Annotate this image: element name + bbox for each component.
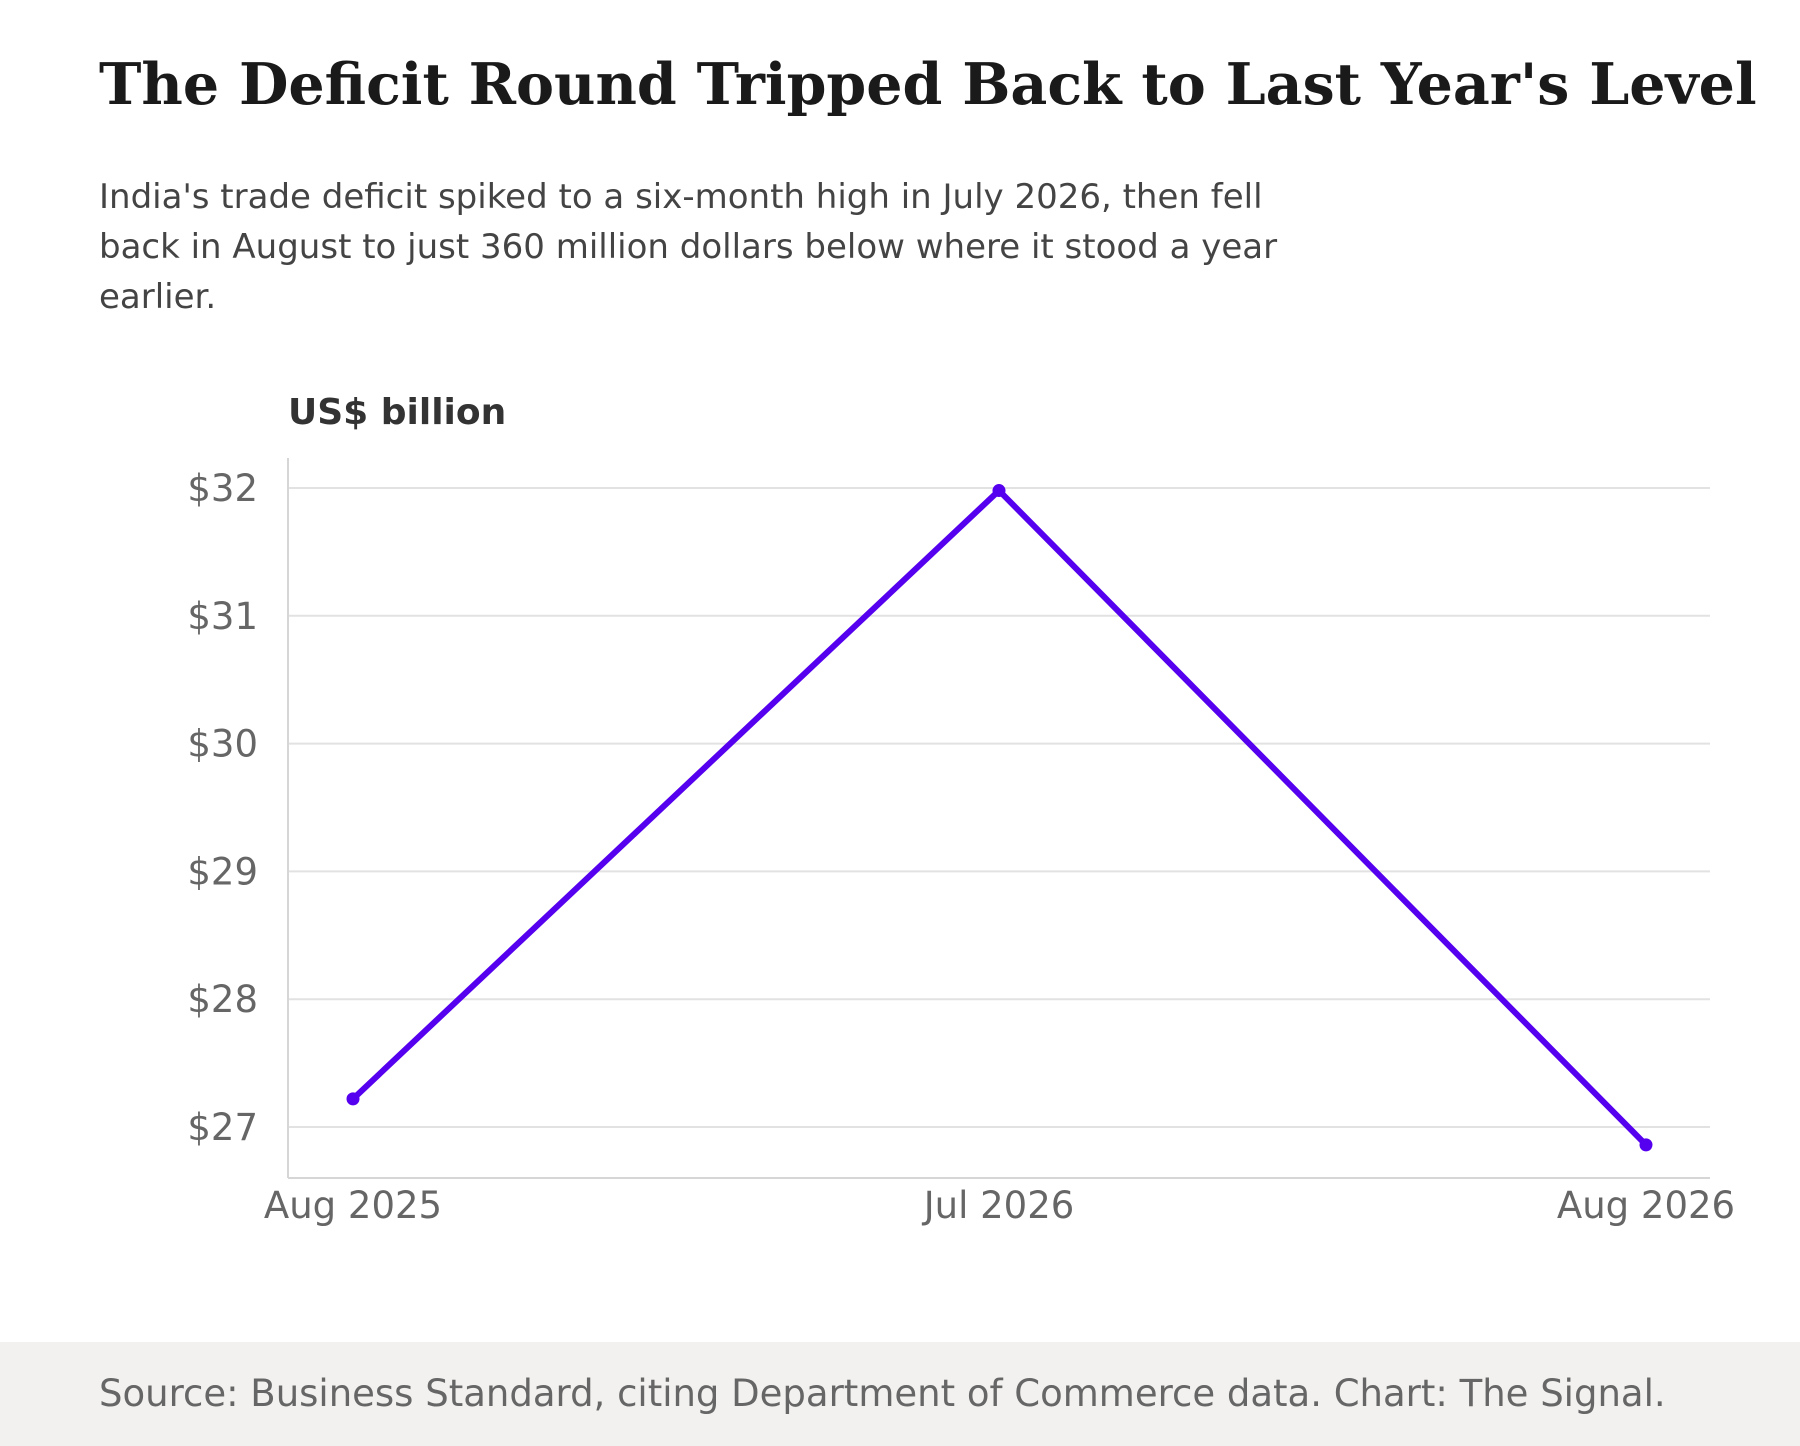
line-chart: US$ billion $27 $28 $29 $30 $31 $32 Aug 2025 J… <box>187 392 1735 1227</box>
gridlines <box>288 487 1710 1128</box>
y-tick-label: $27 <box>187 1106 258 1149</box>
chart-title: The Deficit Round Tripped Back to Last Y… <box>99 51 1757 118</box>
series <box>346 484 1653 1152</box>
source-note: Source: Business Standard, citing Depart… <box>99 1372 1666 1415</box>
x-tick-label: Jul 2026 <box>922 1184 1075 1227</box>
y-tick-label: $28 <box>187 978 258 1021</box>
y-axis-unit-label: US$ billion <box>288 392 506 433</box>
data-point <box>1639 1138 1653 1152</box>
y-tick-label: $29 <box>187 850 258 893</box>
y-tick-label: $30 <box>187 723 258 766</box>
y-tick-label: $31 <box>187 595 258 638</box>
x-tick-label: Aug 2025 <box>264 1184 442 1227</box>
y-tick-label: $32 <box>187 467 258 510</box>
chart-subtitle: India's trade deficit spiked to a six-mo… <box>99 177 1278 317</box>
footer: Source: Business Standard, citing Depart… <box>0 1342 1800 1446</box>
axes <box>287 458 1710 1179</box>
data-point <box>992 484 1006 498</box>
series-line <box>350 487 1649 1148</box>
x-tick-label: Aug 2026 <box>1557 1184 1735 1227</box>
data-point <box>346 1092 360 1106</box>
y-axis-ticks: $27 $28 $29 $30 $31 $32 <box>187 467 258 1149</box>
x-axis-ticks: Aug 2025 Jul 2026 Aug 2026 <box>264 1184 1735 1227</box>
